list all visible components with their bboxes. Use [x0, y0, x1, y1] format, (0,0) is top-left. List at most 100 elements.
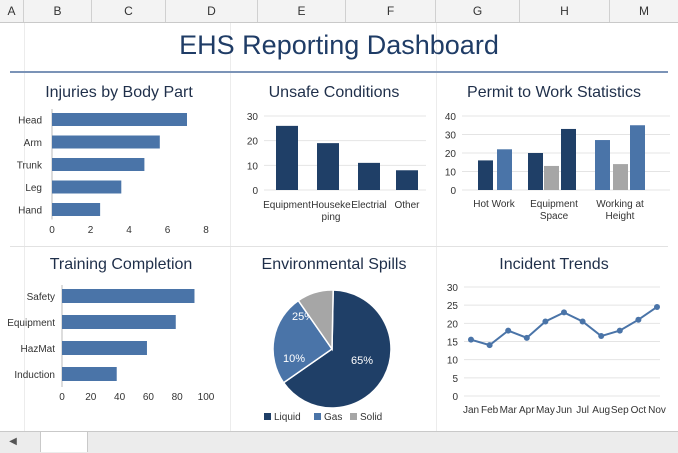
slice-label: 65%	[351, 355, 373, 367]
category-label: Induction	[14, 370, 55, 381]
x-tick-label: Jun	[556, 405, 572, 416]
category-label: Space	[540, 211, 569, 222]
y-tick-label: 25	[447, 301, 459, 312]
column-header-a[interactable]: A	[0, 0, 24, 22]
legend-label: Gas	[324, 412, 342, 423]
scroll-left-button[interactable]: ◀	[9, 436, 17, 447]
bar	[595, 140, 610, 190]
bar	[317, 143, 339, 190]
spills-title: Environmental Spills	[261, 256, 407, 273]
unsafe-title: Unsafe Conditions	[268, 84, 400, 101]
pie-slice	[297, 289, 334, 352]
category-label: Trunk	[17, 161, 43, 172]
column-header-b[interactable]: B	[24, 0, 92, 22]
category-label: Head	[18, 116, 42, 127]
x-tick-label: 2	[88, 225, 94, 236]
bar	[276, 125, 298, 190]
bar	[544, 165, 559, 190]
pie-slice	[282, 289, 392, 409]
x-tick-label: Nov	[648, 405, 666, 416]
bar	[62, 289, 195, 303]
data-point	[468, 336, 474, 343]
incidents-chart: 0 5 10 15 20 25 30 Jan Feb Mar Apr May Jun Jul Aug Sep O…	[447, 283, 666, 416]
y-tick-label: 0	[452, 392, 458, 403]
x-tick-label: Apr	[519, 405, 535, 416]
dashboard-title: EHS Reporting Dashboard	[179, 30, 499, 60]
data-point	[486, 342, 493, 349]
category-label: Hot Work	[473, 199, 515, 210]
bar	[62, 367, 117, 381]
category-label: Other	[394, 200, 420, 211]
sheet-tab-bar	[0, 431, 678, 453]
bar	[358, 162, 380, 190]
pie-slice	[272, 299, 334, 384]
column-header-e[interactable]: E	[258, 0, 346, 22]
column-header-d[interactable]: D	[166, 0, 258, 22]
bar	[62, 341, 147, 355]
x-tick-label: Mar	[500, 405, 518, 416]
row-divider	[10, 246, 668, 247]
data-point	[635, 316, 642, 323]
column-header-g[interactable]: G	[436, 0, 520, 22]
bar	[497, 149, 512, 190]
y-tick-label: 20	[445, 149, 457, 160]
y-tick-label: 0	[252, 186, 258, 197]
x-tick-label: Jul	[576, 405, 589, 416]
x-tick-label: 20	[85, 392, 97, 403]
column-header-h[interactable]: H	[520, 0, 610, 22]
column-header-m[interactable]: M	[639, 4, 649, 18]
bar	[52, 203, 101, 216]
bar	[478, 160, 493, 190]
bar	[62, 315, 176, 329]
x-tick-label: Jan	[463, 405, 479, 416]
category-label: Hand	[18, 206, 42, 217]
training-chart: 0 20 40 60 80 100 Safety Equipment HazMat Inducti…	[7, 285, 215, 403]
y-tick-label: 10	[247, 161, 259, 172]
sheet-tab[interactable]	[40, 432, 88, 452]
y-tick-label: 30	[447, 283, 459, 294]
category-label: Height	[606, 211, 635, 222]
x-tick-label: 0	[59, 392, 65, 403]
x-tick-label: 8	[203, 225, 209, 236]
bar	[52, 180, 122, 194]
y-tick-label: 20	[247, 137, 259, 148]
category-label: Leg	[25, 183, 42, 194]
y-tick-label: 30	[247, 112, 259, 123]
y-tick-label: 15	[447, 338, 459, 349]
data-point	[523, 334, 530, 341]
legend-swatch	[314, 413, 321, 420]
legend-label: Liquid	[274, 412, 301, 423]
injuries-title: Injuries by Body Part	[45, 84, 193, 101]
slice-label: 10%	[283, 353, 305, 365]
permit-title: Permit to Work Statistics	[467, 84, 641, 101]
incidents-title: Incident Trends	[499, 256, 609, 273]
x-tick-label: Feb	[481, 405, 499, 416]
category-label: HazMat	[21, 344, 56, 355]
category-label: Equipment	[263, 200, 311, 211]
x-tick-label: May	[536, 405, 555, 416]
category-label: Equipment	[7, 318, 55, 329]
gridline	[24, 23, 25, 431]
x-tick-label: 100	[198, 392, 215, 403]
category-label: Equipment	[530, 199, 578, 210]
data-point	[505, 327, 512, 334]
spills-chart: 65%25%10%Liquid Gas Solid	[264, 289, 392, 423]
legend-label: Solid	[360, 412, 382, 423]
data-point	[542, 318, 549, 325]
bar	[52, 135, 160, 149]
data-point	[561, 309, 567, 316]
bar	[528, 153, 543, 190]
bar	[561, 128, 576, 190]
bar	[52, 113, 187, 126]
x-tick-label: Oct	[631, 405, 647, 416]
training-title: Training Completion	[49, 256, 193, 273]
y-tick-label: 30	[445, 131, 457, 142]
gridline	[230, 23, 231, 431]
column-header-f[interactable]: F	[346, 0, 436, 22]
y-tick-label: 20	[447, 319, 459, 330]
column-header-c[interactable]: C	[92, 0, 166, 22]
gridline	[436, 23, 437, 431]
bar	[630, 125, 645, 190]
